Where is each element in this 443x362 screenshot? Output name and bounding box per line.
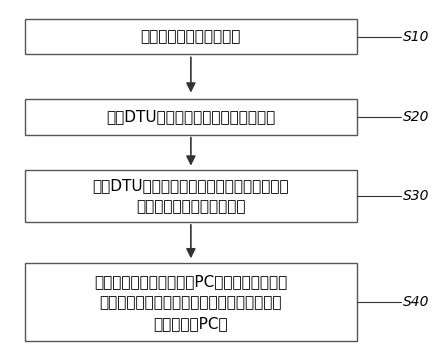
Text: S30: S30 — [403, 189, 430, 203]
FancyBboxPatch shape — [25, 263, 357, 341]
Text: 通过DTU与云服务器建立网络连接，获取与云
服务器之间的虚拟通讯线路: 通过DTU与云服务器建立网络连接，获取与云 服务器之间的虚拟通讯线路 — [93, 178, 289, 214]
Text: 通过虚拟通讯线路与远程PC端进行建立点对点
通讯线路，并通过点对点通讯线路将传输数据
发送至远程PC端: 通过虚拟通讯线路与远程PC端进行建立点对点 通讯线路，并通过点对点通讯线路将传输… — [94, 274, 288, 331]
Text: S10: S10 — [403, 30, 430, 44]
Text: 获取现场设备的运行数据: 获取现场设备的运行数据 — [141, 29, 241, 44]
FancyBboxPatch shape — [25, 19, 357, 54]
FancyBboxPatch shape — [25, 170, 357, 222]
Text: S40: S40 — [403, 295, 430, 309]
Text: S20: S20 — [403, 110, 430, 124]
FancyBboxPatch shape — [25, 99, 357, 135]
Text: 通过DTU对运行数据进行网络协议封装: 通过DTU对运行数据进行网络协议封装 — [106, 109, 276, 124]
